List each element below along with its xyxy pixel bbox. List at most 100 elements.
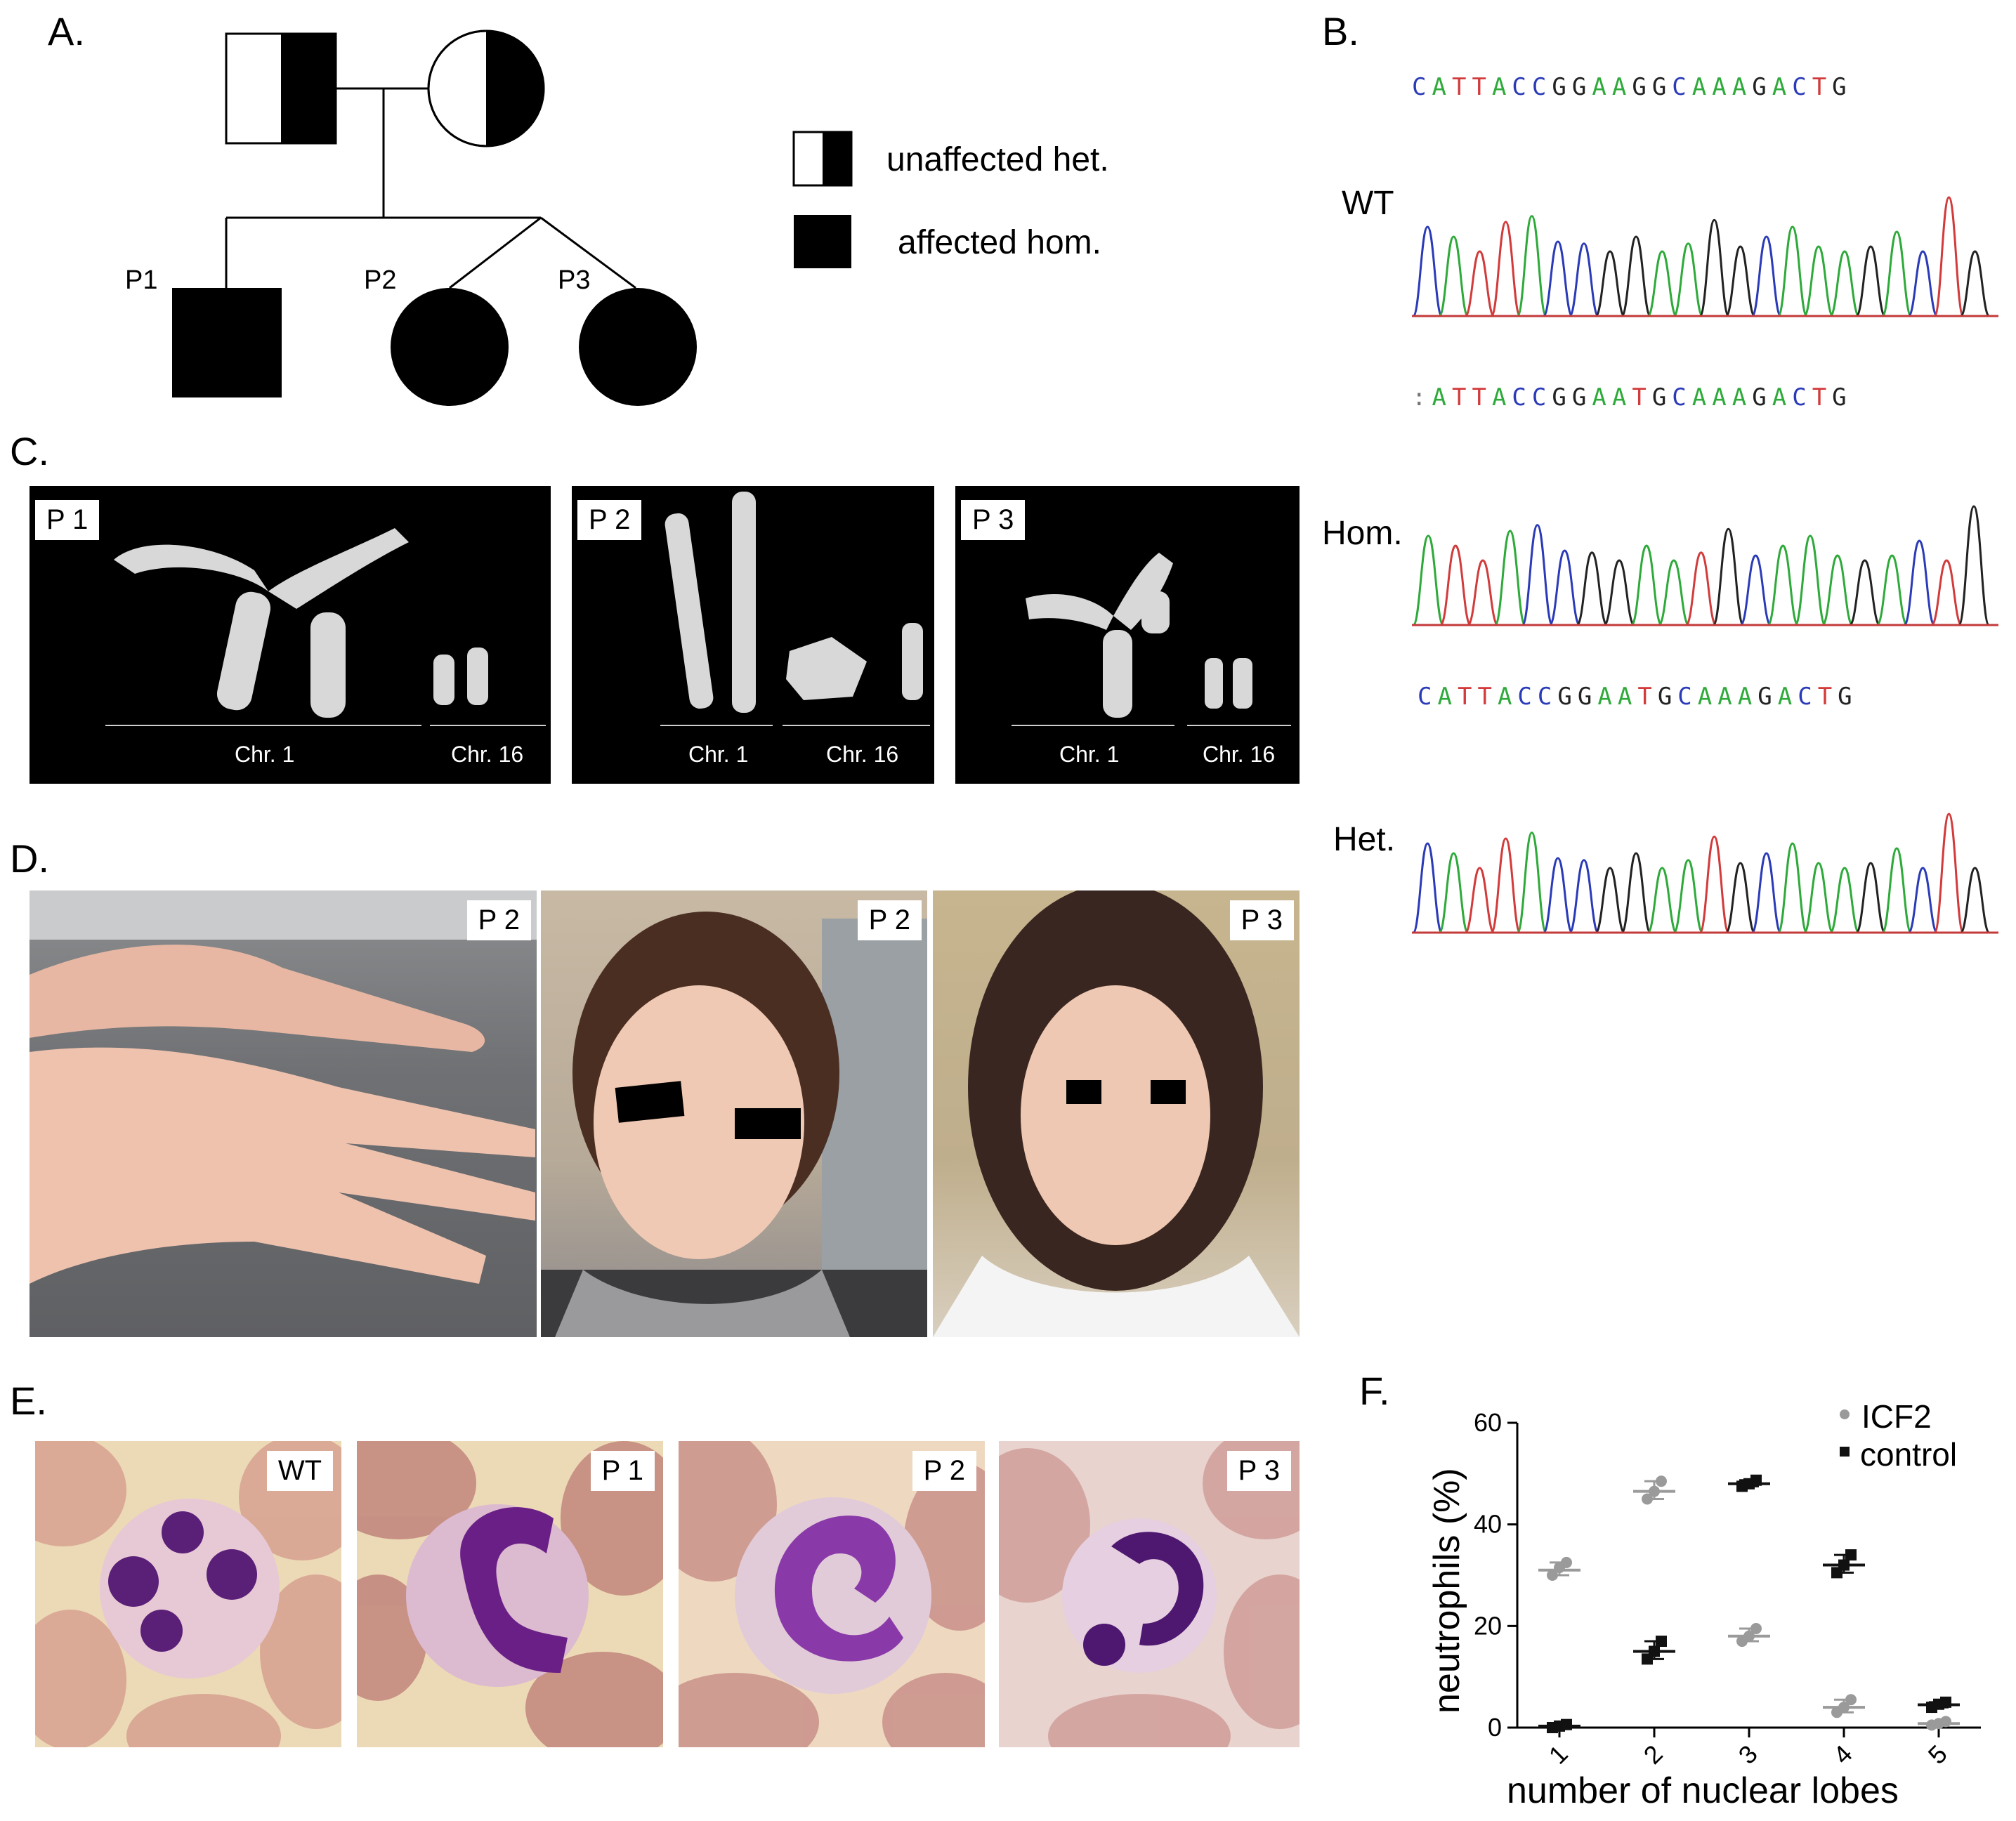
panel-label-b: B.: [1322, 9, 1359, 53]
chromatogram-peak: [1569, 859, 1599, 934]
chr1-label: Chr. 1: [1059, 742, 1120, 767]
karyotype-tag: P 1: [35, 500, 100, 540]
photo-tag: P 2: [857, 900, 922, 940]
smear-tag: P 3: [1226, 1451, 1291, 1491]
track-label-wt: WT: [1342, 185, 1394, 222]
data-point-icf2: [1547, 1570, 1558, 1581]
chromatogram-peak: [1698, 835, 1730, 934]
face-image: [933, 890, 1300, 1337]
chromatogram-peak: [1576, 551, 1609, 626]
photo-face-p3: P 3: [933, 890, 1300, 1337]
chromatogram-hom: [1412, 505, 1998, 626]
data-point-icf2: [1838, 1702, 1850, 1714]
chromatogram-peak: [1829, 250, 1860, 317]
chromatogram-peak: [1412, 534, 1445, 626]
chromatogram-peak: [1516, 831, 1547, 934]
chromatogram-peak: [1881, 230, 1913, 317]
panel-label-a: A.: [48, 9, 85, 53]
pedigree-label-p3: P3: [558, 265, 591, 295]
chromatogram-peak: [1933, 813, 1965, 934]
neutrophil-lobe-chart: 0 20 40 60 1 2 3 4 5: [1474, 1408, 1981, 1770]
x-tick-label: 4: [1828, 1740, 1858, 1770]
photo-face-p2: P 2: [541, 890, 927, 1337]
chromosome-image: [665, 492, 923, 713]
legend-hom-symbol: [794, 215, 851, 268]
smear-tile-p1: P 1: [357, 1441, 663, 1747]
panel-label-f: F.: [1359, 1369, 1390, 1413]
chromatogram-peak: [1684, 551, 1717, 626]
chromatogram-peak: [1438, 852, 1470, 934]
data-point-icf2: [1940, 1716, 1951, 1728]
pedigree-label-p2: P2: [364, 265, 397, 295]
neutrophil-image: [999, 1441, 1300, 1747]
chromatogram-peak: [1603, 559, 1635, 626]
chromatogram-peak: [1881, 847, 1913, 934]
legend-het-label: unaffected het.: [886, 141, 1109, 178]
chromatogram-peak: [1767, 544, 1800, 626]
smear-tag: P 2: [912, 1451, 976, 1491]
karyotype-tile-p1: P 1 Chr. 1 Chr. 16: [30, 486, 551, 784]
chromatogram-peak: [1542, 240, 1573, 317]
chromatogram-peak: [1855, 862, 1887, 934]
track-label-hom: Hom.: [1322, 515, 1403, 552]
chr1-label: Chr. 1: [688, 742, 749, 767]
sequence-wt: CATTACCGGAAGGCAAAGACTG: [1412, 73, 1852, 101]
chromatogram-peak: [1724, 862, 1756, 934]
chromatogram-wt: [1412, 196, 1998, 317]
data-point-control: [1750, 1474, 1762, 1486]
chromatogram-peak: [1412, 842, 1444, 934]
smear-tile-wt: WT: [35, 1441, 341, 1747]
y-tick-label: 60: [1474, 1408, 1502, 1437]
chromatogram-peak: [1464, 867, 1495, 934]
data-point-icf2: [1845, 1694, 1857, 1706]
chromatogram-peak: [1464, 250, 1495, 317]
smear-tile-p2: P 2: [679, 1441, 985, 1747]
chromatogram-peak: [1493, 530, 1526, 626]
data-point-icf2: [1649, 1485, 1660, 1497]
photo-hands: P 2: [30, 890, 537, 1337]
photo-tag: P 2: [466, 900, 531, 940]
chromatogram-peak: [1647, 867, 1678, 934]
chromatogram-peak: [1673, 242, 1704, 317]
x-tick-label: 3: [1733, 1740, 1763, 1770]
legend-control-marker: [1840, 1447, 1850, 1457]
legend-icf2-label: ICF2: [1861, 1398, 1932, 1435]
data-point-control: [1649, 1645, 1660, 1657]
hands-image: [30, 890, 537, 1284]
legend-hom-label: affected hom.: [898, 224, 1101, 261]
sequence-hom: :ATTACCGGAATGCAAAGACTG: [1412, 383, 1852, 412]
x-tick-label: 1: [1543, 1740, 1573, 1770]
legend-icf2-marker: [1840, 1409, 1850, 1419]
chromatogram-peak: [1438, 235, 1470, 317]
chromatogram-peak: [1876, 554, 1909, 626]
chr1-label: Chr. 1: [235, 742, 295, 767]
panel-label-c: C.: [10, 429, 49, 473]
chr16-label: Chr. 16: [1203, 742, 1276, 767]
track-label-het: Het.: [1333, 821, 1396, 858]
chromatogram-peak: [1848, 559, 1881, 626]
chromatogram-peak: [1542, 857, 1573, 934]
p2-symbol: [391, 288, 509, 406]
x-axis-label: number of nuclear lobes: [1507, 1770, 1899, 1811]
karyotype-tile-p3: P 3 Chr. 1 Chr. 16: [955, 486, 1300, 784]
smear-tag: WT: [266, 1451, 333, 1491]
chromatogram-peak: [1829, 867, 1860, 934]
chromatogram-peak: [1412, 225, 1444, 317]
chr16-label: Chr. 16: [451, 742, 524, 767]
chromatogram-het: [1412, 813, 1998, 934]
pedigree-chart: [172, 29, 853, 406]
chromatogram-peak: [1907, 250, 1939, 317]
chromatogram-peak: [1855, 245, 1887, 317]
data-point-control: [1656, 1636, 1667, 1648]
data-point-icf2: [1642, 1493, 1653, 1505]
chromatogram-peak: [1958, 505, 1990, 626]
chromatogram-peak: [1959, 250, 1991, 317]
neutrophil-image: [679, 1441, 985, 1747]
y-tick-label: 20: [1474, 1611, 1502, 1640]
chromatogram-peak: [1595, 250, 1625, 317]
chromatogram-peak: [1595, 867, 1625, 934]
chromatogram-peak: [1630, 544, 1663, 626]
chromatogram-peak: [1930, 559, 1963, 626]
data-point-icf2: [1656, 1475, 1667, 1487]
smear-tile-p3: P 3: [999, 1441, 1300, 1747]
